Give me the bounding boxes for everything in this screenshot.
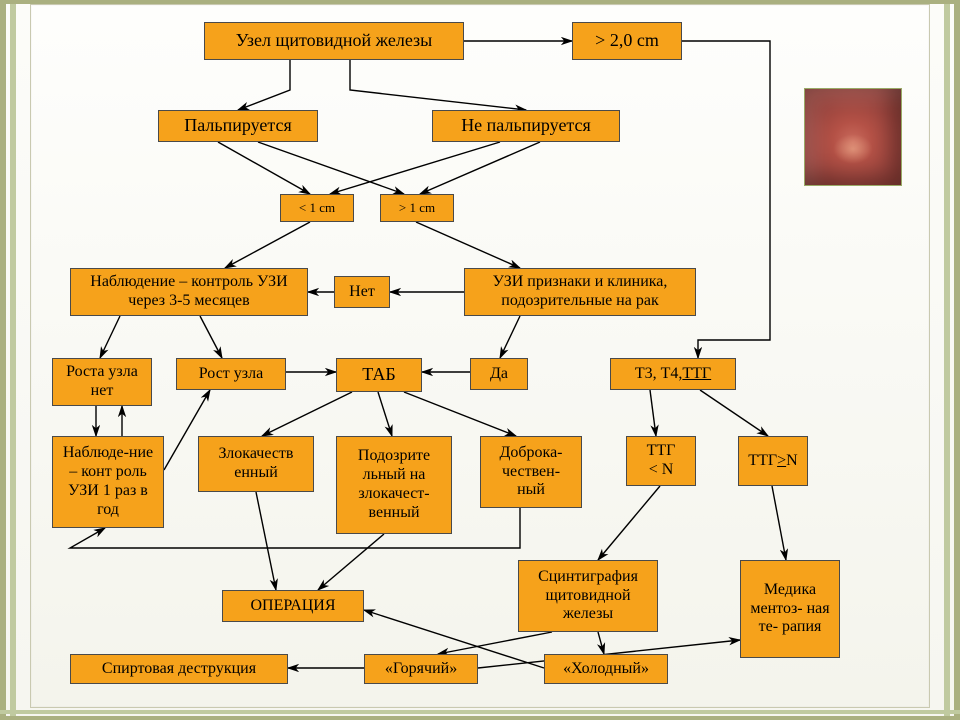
thyroid-photo [804, 88, 902, 186]
node-n_nog: Роста узла нет [52, 358, 152, 406]
frame-bar [944, 0, 950, 720]
node-n_gt1: > 1 сm [380, 194, 454, 222]
frame-bar [10, 0, 16, 720]
node-n_no: Нет [334, 276, 390, 308]
node-n_possmal: Подозрите льный на злокачест- венный [336, 436, 452, 534]
frame-bar [0, 716, 960, 720]
node-n_gt2: > 2,0 сm [572, 22, 682, 60]
node-n_cold: «Холодный» [544, 654, 668, 684]
node-n_scint: Сцинтиграфия щитовидной железы [518, 560, 658, 632]
node-n_op: ОПЕРАЦИЯ [222, 590, 364, 622]
node-n_palp: Пальпируется [158, 110, 318, 142]
frame-bar [954, 0, 960, 720]
node-n_watch: Наблюдение – контроль УЗИ через 3-5 меся… [70, 268, 308, 316]
node-n_nopalp: Не пальпируется [432, 110, 620, 142]
node-n_tab: ТАБ [336, 358, 422, 392]
node-n_watch2: Наблюде-ние – конт роль УЗИ 1 раз в год [52, 436, 164, 528]
node-n_lt1: < 1 сm [280, 194, 354, 222]
node-n_ttglt: ТТГ< N [626, 436, 696, 486]
node-n_ttgge: ТТГ> N [738, 436, 808, 486]
node-n_susp: УЗИ признаки и клиника, подозрительные н… [464, 268, 696, 316]
node-n_med: Медика ментоз- ная те- рапия [740, 560, 840, 658]
flowchart-canvas: { "type": "flowchart", "background_color… [0, 0, 960, 720]
node-n_benign: Доброка- чествен- ный [480, 436, 582, 508]
node-n_title: Узел щитовидной железы [204, 22, 464, 60]
node-n_mal: Злокачеств енный [198, 436, 314, 492]
node-n_spirt: Спиртовая деструкция [70, 654, 288, 684]
node-n_yes: Да [470, 358, 528, 390]
node-n_grow: Рост узла [176, 358, 286, 390]
node-n_hot: «Горячий» [364, 654, 478, 684]
node-n_t34: Т3, Т4, ТТГ [610, 358, 736, 390]
frame-bar [0, 0, 6, 720]
frame-bar [0, 710, 960, 714]
